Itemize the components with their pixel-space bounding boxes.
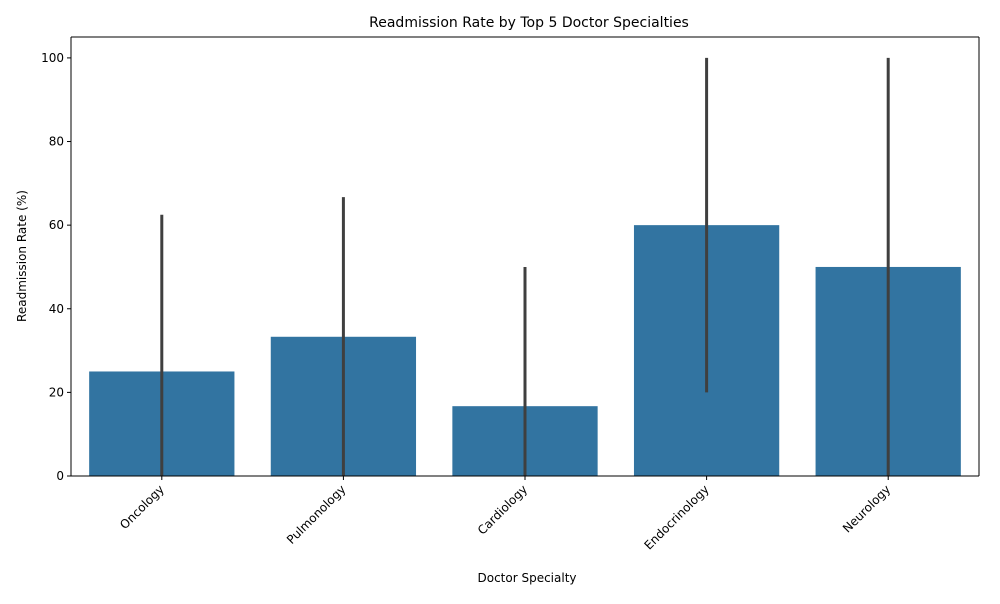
y-tick-label-0: 0 [56, 469, 64, 483]
y-tick-label-60: 60 [49, 218, 64, 232]
y-axis-label: Readmission Rate (%) [15, 190, 29, 322]
y-tick-label-100: 100 [41, 51, 64, 65]
y-tick-label-80: 80 [49, 135, 64, 149]
chart-title: Readmission Rate by Top 5 Doctor Special… [369, 15, 689, 31]
y-tick-label-20: 20 [49, 385, 64, 399]
x-axis-label: Doctor Specialty [477, 571, 576, 585]
y-tick-label-40: 40 [49, 302, 64, 316]
